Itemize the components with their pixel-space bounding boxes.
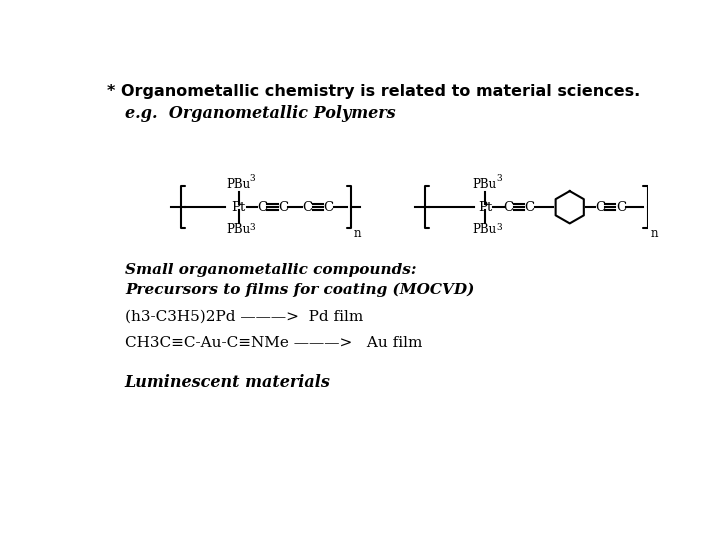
Text: C: C bbox=[278, 201, 288, 214]
Text: 3: 3 bbox=[250, 174, 256, 183]
Text: n: n bbox=[650, 227, 658, 240]
Text: (h3-C3H5)2Pd ———>  Pd film: (h3-C3H5)2Pd ———> Pd film bbox=[125, 309, 363, 323]
Text: C: C bbox=[616, 201, 626, 214]
Text: C: C bbox=[595, 201, 605, 214]
Text: Precursors to films for coating (MOCVD): Precursors to films for coating (MOCVD) bbox=[125, 283, 474, 297]
Text: Small organometallic compounds:: Small organometallic compounds: bbox=[125, 264, 416, 278]
Text: 3: 3 bbox=[250, 224, 256, 232]
Text: e.g.  Organometallic Polymers: e.g. Organometallic Polymers bbox=[125, 105, 395, 122]
Text: C: C bbox=[302, 201, 312, 214]
Text: 3: 3 bbox=[496, 224, 502, 232]
Text: PBu: PBu bbox=[226, 178, 250, 191]
Text: PBu: PBu bbox=[472, 178, 497, 191]
Text: Pt: Pt bbox=[478, 201, 492, 214]
Text: * Organometallic chemistry is related to material sciences.: * Organometallic chemistry is related to… bbox=[107, 84, 640, 99]
Text: C: C bbox=[503, 201, 513, 214]
Text: C: C bbox=[323, 201, 334, 214]
Text: C: C bbox=[524, 201, 534, 214]
Text: n: n bbox=[354, 227, 361, 240]
Text: PBu: PBu bbox=[472, 224, 497, 237]
Text: Luminescent materials: Luminescent materials bbox=[125, 374, 330, 392]
Text: C: C bbox=[257, 201, 267, 214]
Text: CH3C≡C-Au-C≡NMe ———>   Au film: CH3C≡C-Au-C≡NMe ———> Au film bbox=[125, 336, 422, 350]
Text: Pt: Pt bbox=[232, 201, 246, 214]
Text: PBu: PBu bbox=[226, 224, 250, 237]
Text: 3: 3 bbox=[496, 174, 502, 183]
